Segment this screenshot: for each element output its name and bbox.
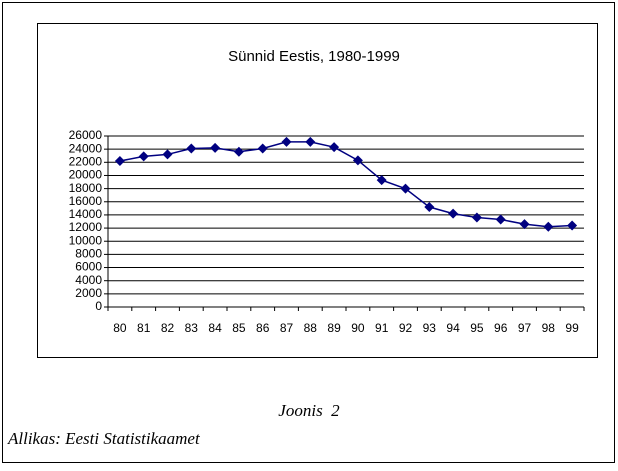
- x-tick-label: 86: [256, 321, 270, 335]
- x-tick-label: 97: [518, 321, 532, 335]
- x-tick-label: 85: [232, 321, 246, 335]
- y-tick-label: 20000: [69, 168, 103, 182]
- chart-title: Sünnid Eestis, 1980-1999: [228, 48, 400, 65]
- x-tick-label: 90: [351, 321, 365, 335]
- x-tick-label: 96: [494, 321, 508, 335]
- x-tick-label: 92: [399, 321, 413, 335]
- chart-frame: [37, 23, 598, 358]
- x-tick-label: 87: [280, 321, 294, 335]
- x-tick-label: 95: [470, 321, 484, 335]
- y-tick-label: 10000: [69, 233, 103, 247]
- source: Allikas: Eesti Statistikaamet: [7, 429, 201, 448]
- marker: [567, 220, 578, 231]
- marker: [495, 214, 506, 225]
- caption: Joonis 2: [278, 401, 340, 420]
- y-tick-label: 4000: [75, 273, 102, 287]
- y-tick-label: 22000: [69, 154, 103, 168]
- y-tick-label: 14000: [69, 207, 103, 221]
- x-tick-label: 80: [113, 321, 127, 335]
- x-tick-label: 82: [161, 321, 175, 335]
- y-tick-label: 2000: [75, 286, 102, 300]
- x-tick-label: 91: [375, 321, 389, 335]
- y-tick-label: 24000: [69, 141, 103, 155]
- marker: [114, 155, 125, 166]
- x-tick-label: 98: [542, 321, 556, 335]
- marker: [257, 143, 268, 154]
- marker: [186, 143, 197, 154]
- x-tick-label: 89: [327, 321, 341, 335]
- marker: [400, 183, 411, 194]
- marker: [210, 142, 221, 153]
- marker: [352, 155, 363, 166]
- y-tick-label: 26000: [69, 128, 103, 142]
- x-tick-label: 99: [565, 321, 579, 335]
- y-tick-label: 18000: [69, 181, 103, 195]
- x-tick-label: 83: [185, 321, 199, 335]
- marker: [424, 202, 435, 213]
- y-tick-label: 12000: [69, 220, 103, 234]
- x-tick-label: 93: [423, 321, 437, 335]
- marker: [519, 219, 530, 230]
- marker: [448, 208, 459, 219]
- y-tick-label: 6000: [75, 260, 102, 274]
- y-tick-label: 0: [95, 299, 102, 313]
- y-tick-label: 8000: [75, 247, 102, 261]
- x-tick-label: 94: [446, 321, 460, 335]
- marker: [471, 212, 482, 223]
- x-tick-label: 88: [304, 321, 318, 335]
- x-tick-label: 81: [137, 321, 151, 335]
- marker: [281, 136, 292, 147]
- marker: [376, 175, 387, 186]
- y-tick-label: 16000: [69, 194, 103, 208]
- marker: [305, 136, 316, 147]
- marker: [138, 151, 149, 162]
- x-tick-label: 84: [208, 321, 222, 335]
- marker: [162, 149, 173, 160]
- marker: [543, 221, 554, 232]
- marker: [233, 146, 244, 157]
- marker: [329, 142, 340, 153]
